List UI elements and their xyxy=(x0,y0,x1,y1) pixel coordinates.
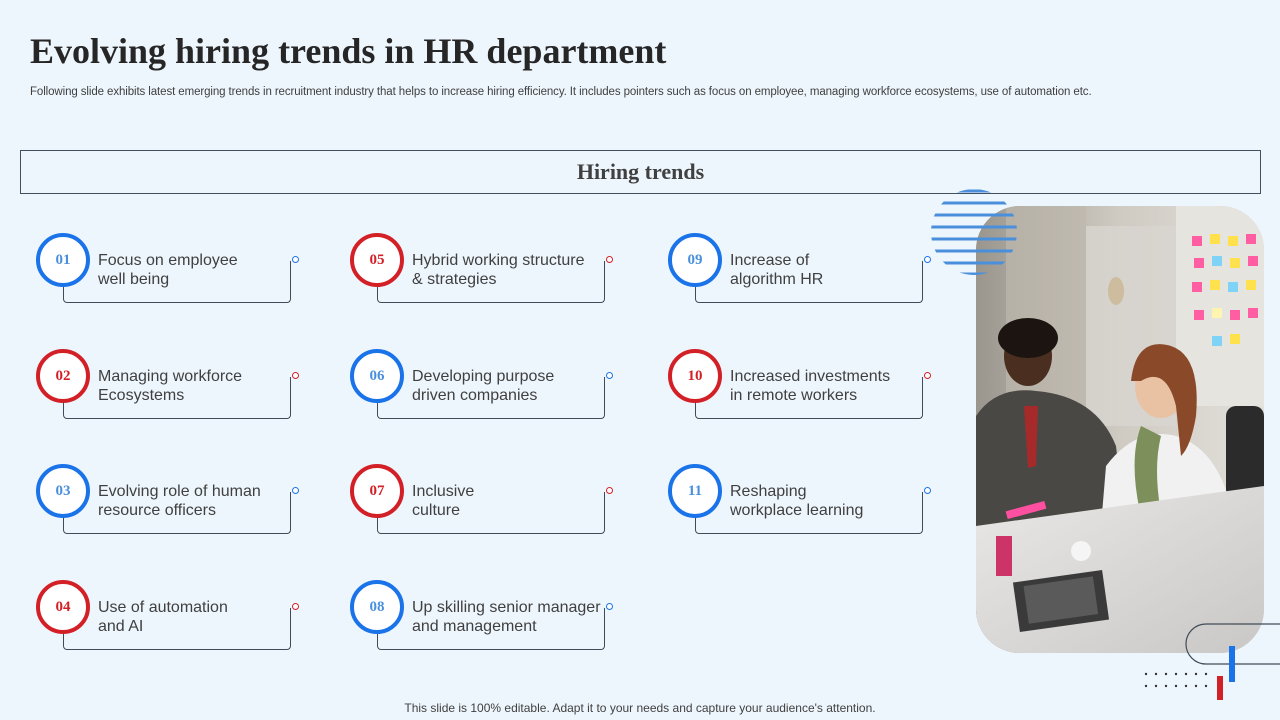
trend-item-10: 10 Increased investments in remote worke… xyxy=(668,349,938,429)
section-title: Hiring trends xyxy=(576,159,705,184)
striped-circle-decoration xyxy=(931,189,1017,275)
corner-decoration xyxy=(1144,623,1280,700)
number-badge: 06 xyxy=(350,349,404,403)
trend-item-01: 01 Focus on employee well being xyxy=(36,233,306,313)
number-badge: 11 xyxy=(668,464,722,518)
number-badge: 07 xyxy=(350,464,404,518)
number-badge: 08 xyxy=(350,580,404,634)
connector-dot xyxy=(924,487,931,494)
trend-item-09: 09 Increase of algorithm HR xyxy=(668,233,938,313)
number-badge: 05 xyxy=(350,233,404,287)
trend-item-08: 08 Up skilling senior manager and manage… xyxy=(350,580,620,660)
page-title: Evolving hiring trends in HR department xyxy=(30,31,667,71)
trend-item-05: 05 Hybrid working structure & strategies xyxy=(350,233,620,313)
number-badge: 04 xyxy=(36,580,90,634)
connector-dot xyxy=(606,256,613,263)
trend-item-07: 07 Inclusive culture xyxy=(350,464,620,544)
trend-label: Hybrid working structure & strategies xyxy=(412,252,585,288)
trend-item-04: 04 Use of automation and AI xyxy=(36,580,306,660)
number-badge: 10 xyxy=(668,349,722,403)
trend-item-11: 11 Reshaping workplace learning xyxy=(668,464,938,544)
office-meeting-photo xyxy=(976,206,1264,653)
connector-dot xyxy=(606,487,613,494)
trend-label: Managing workforce Ecosystems xyxy=(98,368,243,404)
trend-label: Use of automation and AI xyxy=(98,599,228,635)
trend-item-03: 03 Evolving role of human resource offic… xyxy=(36,464,306,544)
footer-note: This slide is 100% editable. Adapt it to… xyxy=(404,701,876,715)
connector-dot xyxy=(924,372,931,379)
number-badge: 09 xyxy=(668,233,722,287)
connector-dot xyxy=(606,372,613,379)
connector-dot xyxy=(924,256,931,263)
connector-dot xyxy=(606,603,613,610)
connector-dot xyxy=(292,487,299,494)
number-badge: 01 xyxy=(36,233,90,287)
trend-item-02: 02 Managing workforce Ecosystems xyxy=(36,349,306,429)
trend-label: Reshaping workplace learning xyxy=(730,483,864,519)
connector-dot xyxy=(292,256,299,263)
trend-label: Developing purpose driven companies xyxy=(412,368,555,404)
page-subtitle: Following slide exhibits latest emerging… xyxy=(30,86,1092,98)
connector-dot xyxy=(292,603,299,610)
number-badge: 02 xyxy=(36,349,90,403)
trend-label: Evolving role of human resource officers xyxy=(98,483,261,519)
trend-label: Increased investments in remote workers xyxy=(730,368,891,404)
trend-label: Increase of algorithm HR xyxy=(730,252,824,288)
number-badge: 03 xyxy=(36,464,90,518)
trend-label: Up skilling senior manager and managemen… xyxy=(412,599,601,635)
trend-item-06: 06 Developing purpose driven companies xyxy=(350,349,620,429)
trend-label: Inclusive culture xyxy=(412,483,475,519)
trend-label: Focus on employee well being xyxy=(98,252,238,288)
section-header-box: Hiring trends xyxy=(20,150,1261,194)
connector-dot xyxy=(292,372,299,379)
